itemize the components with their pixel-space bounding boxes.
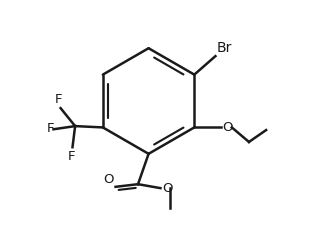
Text: F: F (67, 150, 75, 163)
Text: Br: Br (217, 41, 232, 55)
Text: F: F (47, 122, 54, 135)
Text: O: O (222, 121, 233, 134)
Text: F: F (55, 93, 62, 106)
Text: O: O (162, 182, 172, 195)
Text: O: O (103, 173, 113, 186)
